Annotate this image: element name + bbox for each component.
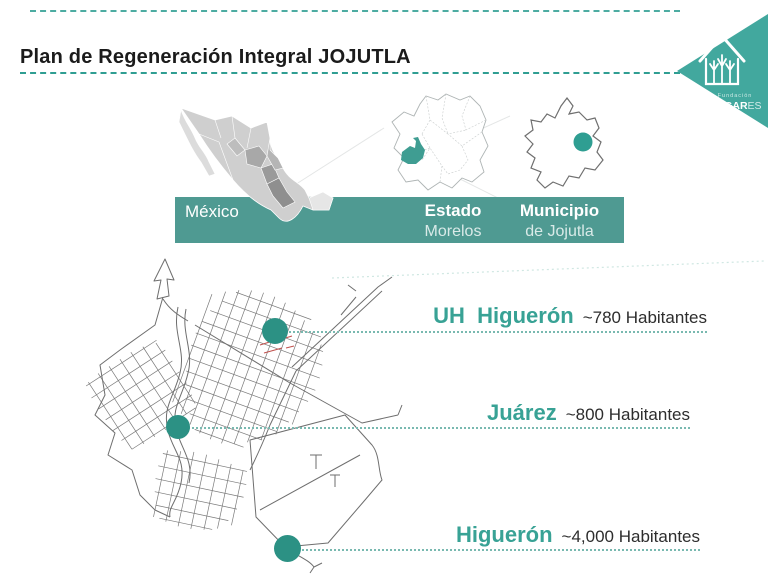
jojutla-municipality-map	[524, 97, 604, 189]
map-marker-higueron	[274, 535, 301, 562]
logo-name-light: ES	[748, 100, 762, 112]
leader-line-juarez	[180, 427, 690, 429]
map-marker-uh-higueron	[262, 318, 288, 344]
city-street-map	[85, 258, 403, 574]
leader-line-uh-higueron	[276, 331, 707, 333]
country-label: México	[185, 202, 239, 221]
mexico-map	[178, 107, 334, 222]
svg-text:HOGARES: HOGARES	[708, 100, 761, 112]
map-marker-juarez	[166, 415, 190, 439]
municipality-title: Municipio	[519, 201, 600, 220]
fundacion-hogares-logo: Fundación HOGARES	[677, 14, 768, 128]
state-label: Estado Morelos	[398, 200, 508, 242]
neighborhood-name: Juárez	[486, 400, 557, 425]
neighborhood-name: Higuerón	[455, 522, 553, 547]
morelos-map	[391, 93, 489, 191]
jojutla-highlight	[401, 137, 425, 164]
label-juarez: Juárez ~800 Habitantes	[487, 400, 690, 426]
logo-foundation-text: Fundación	[718, 93, 753, 99]
population-text: ~800 Habitantes	[565, 405, 690, 424]
logo-name-bold: HOGAR	[708, 100, 748, 112]
title-dashed-underline	[20, 72, 680, 74]
municipality-dot	[573, 132, 593, 152]
house-hands-icon	[698, 33, 746, 86]
municipality-label: Municipio de Jojutla	[497, 200, 622, 242]
page-title: Plan de Regeneración Integral JOJUTLA	[20, 46, 411, 68]
label-uh-higueron: UH Higuerón ~780 Habitantes	[433, 303, 707, 329]
municipality-name: de Jojutla	[525, 223, 594, 240]
locator-maps-row: México Estado Morelos Municipio de Jojut…	[170, 88, 630, 250]
leader-line-higueron	[290, 549, 700, 551]
label-higueron: Higuerón ~4,000 Habitantes	[456, 522, 700, 548]
state-title: Estado	[424, 201, 482, 220]
neighborhood-name: UH Higuerón	[433, 303, 574, 328]
location-banner: México Estado Morelos Municipio de Jojut…	[175, 197, 624, 243]
population-text: ~780 Habitantes	[582, 308, 707, 327]
population-text: ~4,000 Habitantes	[561, 527, 700, 546]
state-name: Morelos	[424, 223, 482, 240]
top-dashed-divider	[30, 10, 680, 12]
